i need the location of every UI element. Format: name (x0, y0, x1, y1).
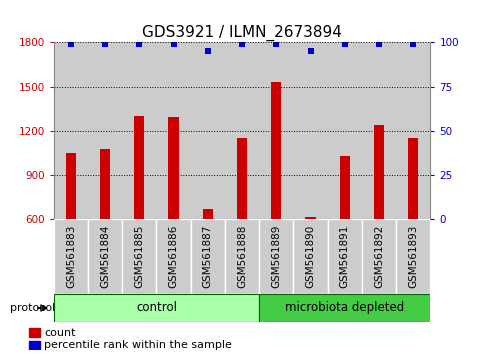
Text: GSM561883: GSM561883 (66, 225, 76, 289)
Bar (361, 219, 395, 294)
Point (272, 41, 280, 47)
Text: GSM561892: GSM561892 (373, 225, 383, 289)
Bar (190, 42, 224, 219)
Bar (259, 219, 293, 294)
Text: GSM561893: GSM561893 (407, 225, 417, 289)
Bar (156, 219, 190, 294)
Bar (54, 42, 88, 219)
Bar (100, 149, 110, 219)
Bar (134, 116, 144, 219)
Text: GSM561890: GSM561890 (305, 225, 315, 288)
Text: GSM561884: GSM561884 (100, 225, 110, 289)
Text: percentile rank within the sample: percentile rank within the sample (44, 340, 232, 350)
Text: count: count (44, 327, 76, 338)
Text: GSM561886: GSM561886 (168, 225, 178, 289)
Bar (224, 219, 259, 294)
Point (135, 41, 143, 47)
Bar (327, 219, 361, 294)
Text: GSM561888: GSM561888 (237, 225, 246, 289)
Bar (395, 42, 429, 219)
Bar (293, 42, 327, 219)
Bar (373, 125, 383, 219)
Bar (339, 156, 349, 219)
Bar (122, 42, 156, 219)
Bar (395, 219, 429, 294)
Point (169, 41, 177, 47)
Text: control: control (136, 302, 177, 314)
Bar (224, 42, 259, 219)
Bar (203, 209, 213, 219)
Point (203, 48, 211, 54)
Bar (236, 138, 246, 219)
Text: GSM561885: GSM561885 (134, 225, 144, 289)
Text: protocol: protocol (10, 303, 55, 313)
Point (101, 41, 109, 47)
Bar (190, 219, 224, 294)
Text: GSM561887: GSM561887 (203, 225, 212, 289)
Point (408, 41, 416, 47)
Bar (54, 219, 88, 294)
Bar (168, 117, 179, 219)
Bar (29, 341, 40, 349)
Bar (259, 294, 429, 322)
Bar (122, 219, 156, 294)
Point (306, 48, 314, 54)
Bar (54, 294, 259, 322)
Title: GDS3921 / ILMN_2673894: GDS3921 / ILMN_2673894 (142, 25, 341, 41)
Bar (293, 219, 327, 294)
Bar (259, 42, 293, 219)
Point (340, 41, 348, 47)
Bar (407, 138, 417, 219)
Point (238, 41, 245, 47)
Bar (88, 219, 122, 294)
Bar (65, 153, 76, 219)
Point (374, 41, 382, 47)
Bar (361, 42, 395, 219)
Bar (88, 42, 122, 219)
Bar (327, 42, 361, 219)
Text: microbiota depleted: microbiota depleted (285, 302, 404, 314)
Bar (29, 328, 40, 337)
Point (67, 41, 75, 47)
Text: GSM561891: GSM561891 (339, 225, 349, 289)
Text: GSM561889: GSM561889 (271, 225, 281, 289)
Bar (305, 217, 315, 219)
Bar (156, 42, 190, 219)
Bar (270, 82, 281, 219)
